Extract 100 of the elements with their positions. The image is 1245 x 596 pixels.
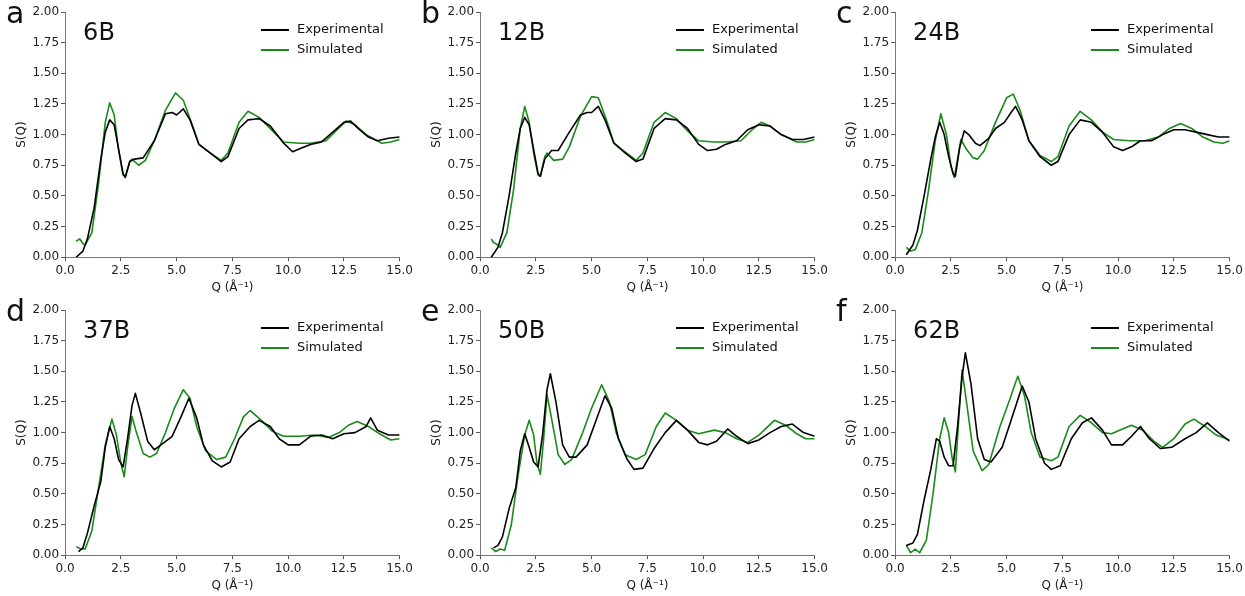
x-tick-label: 0.0 (885, 262, 905, 277)
y-tick-label: 2.00 (862, 302, 890, 317)
y-tick-label: 1.50 (447, 65, 475, 80)
x-tick-label: 2.5 (526, 560, 546, 575)
y-tick-label: 2.00 (32, 4, 60, 19)
x-tick-label: 5.0 (582, 262, 602, 277)
y-tick-label: 1.00 (32, 424, 60, 439)
legend-label: Simulated (711, 339, 778, 355)
x-tick-label: 5.0 (997, 560, 1017, 575)
legend-label: Simulated (711, 41, 778, 57)
chart-title: c (836, 0, 853, 30)
x-tick-label: 5.0 (167, 262, 187, 277)
y-tick-label: 1.00 (447, 424, 475, 439)
y-tick-label: 1.25 (32, 394, 60, 409)
annotation: 24B (913, 18, 961, 47)
legend-label: Experimental (296, 21, 384, 37)
y-tick-label: 1.50 (32, 363, 60, 378)
x-axis-title: Q (Å⁻¹) (1041, 576, 1084, 592)
x-axis-title: Q (Å⁻¹) (626, 576, 669, 592)
y-tick-label: 0.75 (32, 157, 60, 172)
legend-label: Experimental (711, 21, 799, 37)
x-tick-label: 7.5 (222, 560, 242, 575)
y-tick-label: 0.75 (447, 157, 475, 172)
y-tick-label: 1.25 (447, 394, 475, 409)
y-tick-label: 1.75 (862, 34, 890, 49)
legend-label: Experimental (711, 319, 799, 335)
legend-label: Experimental (1126, 21, 1214, 37)
y-axis-title: S(Q) (844, 121, 859, 148)
x-tick-label: 15.0 (386, 560, 413, 575)
y-tick-label: 0.50 (447, 486, 475, 501)
y-tick-label: 0.75 (32, 455, 60, 470)
chart-title: a (6, 0, 25, 30)
x-tick-label: 15.0 (1216, 262, 1243, 277)
annotation: 37B (83, 316, 131, 345)
y-tick-label: 1.75 (32, 332, 60, 347)
chart-title: e (421, 292, 440, 328)
annotation: 6B (83, 18, 115, 47)
y-tick-label: 0.00 (862, 547, 890, 562)
y-tick-label: 0.25 (862, 516, 890, 531)
y-tick-label: 0.50 (32, 188, 60, 203)
y-tick-label: 0.50 (32, 486, 60, 501)
x-tick-label: 5.0 (997, 262, 1017, 277)
x-tick-label: 2.5 (941, 262, 961, 277)
legend-label: Simulated (296, 41, 363, 57)
y-tick-label: 1.50 (862, 363, 890, 378)
x-tick-label: 7.5 (222, 262, 242, 277)
y-axis-title: S(Q) (14, 121, 29, 148)
x-tick-label: 7.5 (637, 262, 657, 277)
y-tick-label: 1.75 (862, 332, 890, 347)
y-tick-label: 0.50 (862, 188, 890, 203)
annotation: 50B (498, 316, 546, 345)
chart-title: d (6, 292, 26, 328)
y-axis-title: S(Q) (429, 121, 444, 148)
legend-label: Experimental (296, 319, 384, 335)
y-tick-label: 1.25 (862, 394, 890, 409)
x-tick-label: 2.5 (111, 560, 131, 575)
y-tick-label: 0.50 (447, 188, 475, 203)
y-tick-label: 0.00 (32, 249, 60, 264)
y-tick-label: 1.00 (862, 424, 890, 439)
y-tick-label: 0.00 (32, 547, 60, 562)
x-tick-label: 0.0 (885, 560, 905, 575)
y-axis-title: S(Q) (14, 419, 29, 446)
y-tick-label: 0.00 (862, 249, 890, 264)
annotation: 12B (498, 18, 546, 47)
x-tick-label: 0.0 (470, 560, 490, 575)
y-tick-label: 1.00 (447, 126, 475, 141)
x-tick-label: 5.0 (167, 560, 187, 575)
x-tick-label: 12.5 (745, 262, 773, 277)
y-tick-label: 0.50 (862, 486, 890, 501)
y-tick-label: 2.00 (447, 302, 475, 317)
y-tick-label: 1.25 (32, 96, 60, 111)
x-tick-label: 2.5 (526, 262, 546, 277)
y-tick-label: 1.50 (862, 65, 890, 80)
x-tick-label: 0.0 (55, 262, 75, 277)
y-tick-label: 0.25 (447, 516, 475, 531)
y-tick-label: 1.00 (32, 126, 60, 141)
x-tick-label: 10.0 (689, 560, 717, 575)
legend-label: Experimental (1126, 319, 1214, 335)
x-tick-label: 7.5 (637, 560, 657, 575)
x-tick-label: 2.5 (941, 560, 961, 575)
x-tick-label: 5.0 (582, 560, 602, 575)
y-tick-label: 1.25 (447, 96, 475, 111)
y-tick-label: 0.00 (447, 249, 475, 264)
y-tick-label: 0.00 (447, 547, 475, 562)
y-tick-label: 1.75 (447, 332, 475, 347)
x-tick-label: 10.0 (689, 262, 717, 277)
x-tick-label: 7.5 (1052, 560, 1072, 575)
x-tick-label: 15.0 (1216, 560, 1243, 575)
y-tick-label: 2.00 (32, 302, 60, 317)
chart-title: f (836, 292, 848, 328)
x-tick-label: 0.0 (470, 262, 490, 277)
y-tick-label: 2.00 (447, 4, 475, 19)
x-tick-label: 12.5 (330, 560, 358, 575)
chart-title: b (421, 0, 441, 30)
x-tick-label: 2.5 (111, 262, 131, 277)
y-axis-title: S(Q) (429, 419, 444, 446)
x-tick-label: 12.5 (1160, 262, 1188, 277)
annotation: 62B (913, 316, 961, 345)
x-axis-title: Q (Å⁻¹) (211, 278, 254, 294)
y-tick-label: 1.75 (32, 34, 60, 49)
